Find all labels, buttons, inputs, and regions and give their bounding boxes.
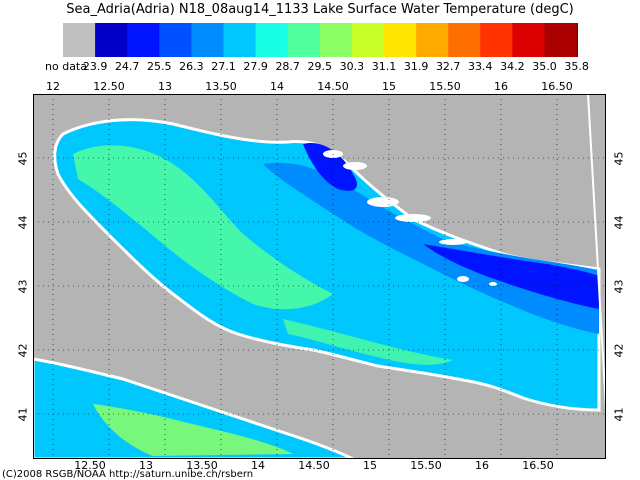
lon-label: 13.50 (205, 80, 237, 93)
lon-label: 15 (382, 80, 396, 93)
legend-value-label: 29.5 (307, 60, 333, 73)
legend-swatch (287, 23, 321, 57)
map-east-border-line (587, 94, 606, 410)
lon-label: 15.50 (410, 459, 442, 472)
lon-label: 14.50 (298, 459, 330, 472)
legend-value-label: 35.0 (532, 60, 557, 73)
lon-label: 14 (270, 80, 284, 93)
legend-swatch (127, 23, 160, 57)
legend-value-label: 32.7 (435, 60, 461, 73)
lat-lon-grid (33, 94, 606, 459)
color-legend-bar (63, 23, 578, 57)
legend-swatch (544, 23, 578, 57)
legend-nodata-label: no data (45, 60, 87, 73)
lon-label: 14 (251, 459, 265, 472)
legend-value-label: 27.9 (243, 60, 268, 73)
island (489, 282, 497, 286)
legend-value-label: 28.7 (275, 60, 300, 73)
lat-label: 42 (612, 343, 626, 358)
island (395, 214, 431, 222)
lat-label: 44 (16, 215, 30, 230)
legend-value-label: 33.4 (468, 60, 493, 73)
southern-sea-body (33, 357, 354, 459)
island (343, 162, 367, 170)
legend-value-label: 26.3 (179, 60, 204, 73)
legend-value-label: 30.3 (339, 60, 365, 73)
sea-coldest-area (303, 143, 599, 309)
island (439, 239, 467, 245)
legend-swatch (416, 23, 449, 57)
credit-text: (C)2008 RSGB/NOAA http://saturn.unibe.ch… (2, 469, 254, 480)
legend-value-label: 24.7 (114, 60, 140, 73)
lat-label: 43 (612, 279, 626, 294)
lat-label: 41 (16, 407, 30, 422)
legend-value-label: 25.5 (147, 60, 172, 73)
lon-label: 13 (139, 459, 153, 472)
legend-swatch-nodata (63, 23, 96, 57)
island (457, 276, 469, 282)
bottom-longitude-axis: 12.50 13 13.50 14 14.50 15 15.50 16 16.50 (0, 459, 640, 473)
lon-label: 14.50 (317, 80, 349, 93)
lon-label: 16.50 (541, 80, 573, 93)
lon-label: 16.50 (522, 459, 554, 472)
lon-label: 16 (494, 80, 508, 93)
legend-value-label: 31.1 (371, 60, 397, 73)
legend-value-label: 34.2 (500, 60, 525, 73)
lon-label: 15 (363, 459, 377, 472)
lon-label: 16 (475, 459, 489, 472)
color-legend-labels: no data 23.9 24.7 25.5 26.3 27.1 27.9 28.7 29.5… (0, 60, 640, 74)
legend-swatch (512, 23, 545, 57)
legend-value-label: 35.8 (564, 60, 589, 73)
top-longitude-axis: 12 12.50 13 13.50 14 14.50 15 15.50 16 16.50 (0, 80, 640, 94)
legend-value-label: 23.9 (82, 60, 108, 73)
lon-label: 12.50 (74, 459, 106, 472)
southern-warm-patch (93, 404, 293, 456)
legend-swatch (95, 23, 128, 57)
legend-value-label: 31.9 (403, 60, 429, 73)
lon-label: 13 (158, 80, 172, 93)
island-cluster (323, 150, 497, 286)
legend-swatch (384, 23, 417, 57)
legend-swatch (223, 23, 257, 57)
legend-swatch (255, 23, 289, 57)
lat-label: 45 (16, 151, 30, 166)
lat-label: 45 (612, 151, 626, 166)
lon-label: 13.50 (186, 459, 218, 472)
legend-swatch (576, 23, 578, 57)
legend-swatch (351, 23, 385, 57)
map-frame (33, 94, 606, 459)
lat-label: 42 (16, 343, 30, 358)
legend-value-label: 27.1 (211, 60, 236, 73)
island (367, 197, 399, 207)
lon-label: 12 (46, 80, 60, 93)
sea-warm-area (73, 145, 333, 310)
lat-label: 43 (16, 279, 30, 294)
lat-label: 44 (612, 215, 626, 230)
map-title: Sea_Adria(Adria) N18_08aug14_1133 Lake S… (66, 2, 574, 17)
lat-label: 41 (612, 407, 626, 422)
temperature-map (33, 94, 606, 459)
legend-swatch (480, 23, 513, 57)
legend-swatch (159, 23, 192, 57)
lon-label: 12.50 (93, 80, 125, 93)
legend-swatch (319, 23, 353, 57)
legend-swatch (191, 23, 224, 57)
sea-warm-area-2 (283, 319, 453, 365)
legend-swatch (448, 23, 481, 57)
lon-label: 15.50 (429, 80, 461, 93)
